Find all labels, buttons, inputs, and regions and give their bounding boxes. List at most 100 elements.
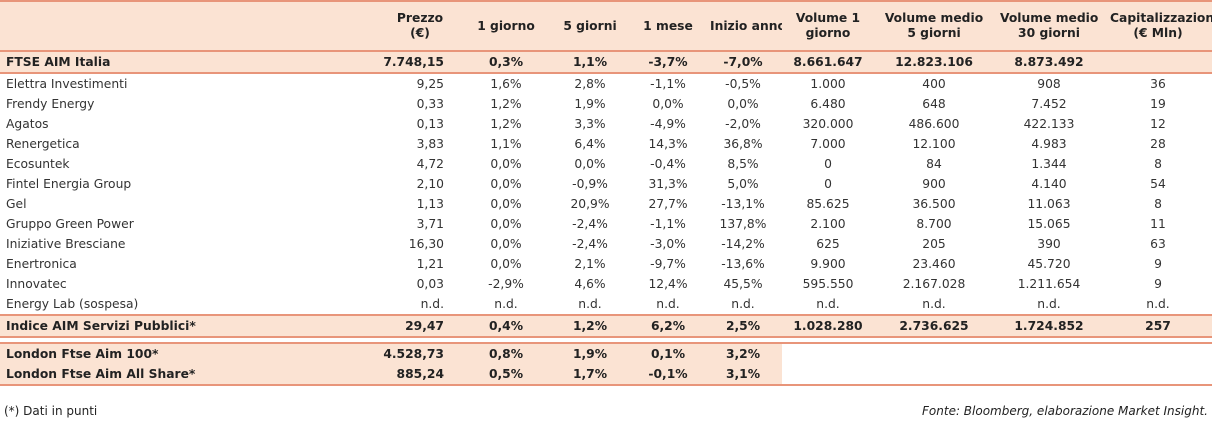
row-name: Renergetica	[6, 137, 80, 151]
row-name: Elettra Investimenti	[6, 77, 128, 91]
table-row: Ecosuntek 4,72 0,0% 0,0% -0,4% 8,5% 0 84 1.344 8	[0, 154, 1212, 174]
empty-cell	[782, 364, 874, 386]
value-cell: 908	[1037, 77, 1061, 91]
value-cell: 0	[824, 157, 832, 171]
value-cell: 63	[1150, 237, 1166, 251]
value-cell: n.d.	[922, 297, 946, 311]
value-cell: 0,0%	[727, 97, 759, 111]
value-cell: 12.823.106	[874, 50, 994, 74]
header-row: Prezzo (€) 1 giorno 5 giorni 1 mese Inizio an…	[0, 0, 1212, 52]
value-cell: 0,0%	[490, 237, 522, 251]
value-cell: -13,6%	[721, 257, 765, 271]
value-cell: 12	[1150, 117, 1166, 131]
value-cell: 2.100	[810, 217, 846, 231]
row-name: Energy Lab (sospesa)	[6, 297, 139, 311]
value-cell: 0,0%	[652, 97, 684, 111]
value-cell: 390	[1037, 237, 1061, 251]
value-cell: 9	[1154, 257, 1162, 271]
value-cell: 0,3%	[464, 50, 548, 74]
value-cell: 8	[1154, 157, 1162, 171]
header-cell: Volume 1 giorno	[782, 0, 874, 52]
value-cell: 8.873.492	[994, 50, 1104, 74]
empty-cell	[782, 342, 874, 364]
value-cell: 1,2%	[548, 314, 632, 338]
footnote: (*) Dati in punti	[4, 404, 98, 418]
value-cell: 0,0%	[574, 157, 606, 171]
value-cell: 4.983	[1031, 137, 1067, 151]
header-cell: Prezzo (€)	[376, 0, 464, 52]
value-cell: 8.661.647	[782, 50, 874, 74]
value-cell: 595.550	[802, 277, 854, 291]
header-cell: Volume medio 5 giorni	[874, 0, 994, 52]
value-cell: n.d.	[494, 297, 518, 311]
value-cell: 3,83	[416, 137, 444, 151]
value-cell: 2,5%	[704, 314, 782, 338]
header-cell: 1 mese	[632, 0, 704, 52]
header-cell: 5 giorni	[548, 0, 632, 52]
value-cell: 16,30	[408, 237, 444, 251]
value-cell: 1.344	[1031, 157, 1067, 171]
value-cell: 14,3%	[648, 137, 688, 151]
value-cell: 422.133	[1023, 117, 1075, 131]
value-cell: 84	[926, 157, 942, 171]
row-name: Frendy Energy	[6, 97, 95, 111]
value-cell: 8.700	[916, 217, 952, 231]
empty-cell	[994, 342, 1104, 364]
value-cell	[1104, 50, 1212, 74]
value-cell: 2,8%	[574, 77, 606, 91]
value-cell: 15.065	[1027, 217, 1071, 231]
value-cell: 885,24	[376, 364, 464, 386]
value-cell: 3,2%	[704, 342, 782, 364]
row-name: London Ftse Aim All Share*	[0, 364, 376, 386]
value-cell: n.d.	[656, 297, 680, 311]
row-name: Enertronica	[6, 257, 77, 271]
row-name: Agatos	[6, 117, 49, 131]
value-cell: 2.736.625	[874, 314, 994, 338]
value-cell: -14,2%	[721, 237, 765, 251]
table-row: Renergetica 3,83 1,1% 6,4% 14,3% 36,8% 7.000 12…	[0, 134, 1212, 154]
value-cell: 4.528,73	[376, 342, 464, 364]
value-cell: 7.000	[810, 137, 846, 151]
value-cell: 8	[1154, 197, 1162, 211]
table-row: Energy Lab (sospesa) n.d. n.d. n.d. n.d. n.d.…	[0, 294, 1212, 315]
value-cell: 0,8%	[464, 342, 548, 364]
value-cell: -4,9%	[650, 117, 686, 131]
summary-row: Indice AIM Servizi Pubblici* 29,47 0,4% 1,2…	[0, 314, 1212, 338]
value-cell: 1.724.852	[994, 314, 1104, 338]
value-cell: n.d.	[578, 297, 602, 311]
value-cell: -0,9%	[572, 177, 608, 191]
value-cell: -2,0%	[725, 117, 761, 131]
value-cell: 45,5%	[723, 277, 763, 291]
value-cell: n.d.	[731, 297, 755, 311]
value-cell: 0,13	[416, 117, 444, 131]
value-cell: 27,7%	[648, 197, 688, 211]
table-row: Elettra Investimenti 9,25 1,6% 2,8% -1,1% -0,…	[0, 73, 1212, 94]
value-cell: 1,2%	[490, 117, 522, 131]
empty-cell	[874, 342, 994, 364]
table-row: Enertronica 1,21 0,0% 2,1% -9,7% -13,6% 9.900 2…	[0, 254, 1212, 274]
value-cell: 2,1%	[574, 257, 606, 271]
value-cell: -9,7%	[650, 257, 686, 271]
value-cell: 54	[1150, 177, 1166, 191]
row-name: London Ftse Aim 100*	[0, 342, 376, 364]
row-name: Iniziative Bresciane	[6, 237, 126, 251]
header-cell: Capitalizzazione (€ Mln)	[1104, 0, 1212, 52]
value-cell: 900	[922, 177, 946, 191]
value-cell: 486.600	[908, 117, 960, 131]
market-table: Prezzo (€) 1 giorno 5 giorni 1 mese Inizio an…	[0, 0, 1212, 386]
value-cell: 0,0%	[490, 257, 522, 271]
value-cell: 9	[1154, 277, 1162, 291]
value-cell: n.d.	[816, 297, 840, 311]
header-cell-name	[0, 0, 376, 52]
value-cell: 400	[922, 77, 946, 91]
value-cell: 2.167.028	[902, 277, 966, 291]
header-cell: 1 giorno	[464, 0, 548, 52]
value-cell: -2,9%	[488, 277, 524, 291]
value-cell: -1,1%	[650, 217, 686, 231]
value-cell: -1,1%	[650, 77, 686, 91]
value-cell: 36,8%	[723, 137, 763, 151]
value-cell: 1,1%	[490, 137, 522, 151]
empty-cell	[1104, 364, 1212, 386]
value-cell: 1,9%	[574, 97, 606, 111]
table-row: Innovatec 0,03 -2,9% 4,6% 12,4% 45,5% 595.550 2…	[0, 274, 1212, 294]
